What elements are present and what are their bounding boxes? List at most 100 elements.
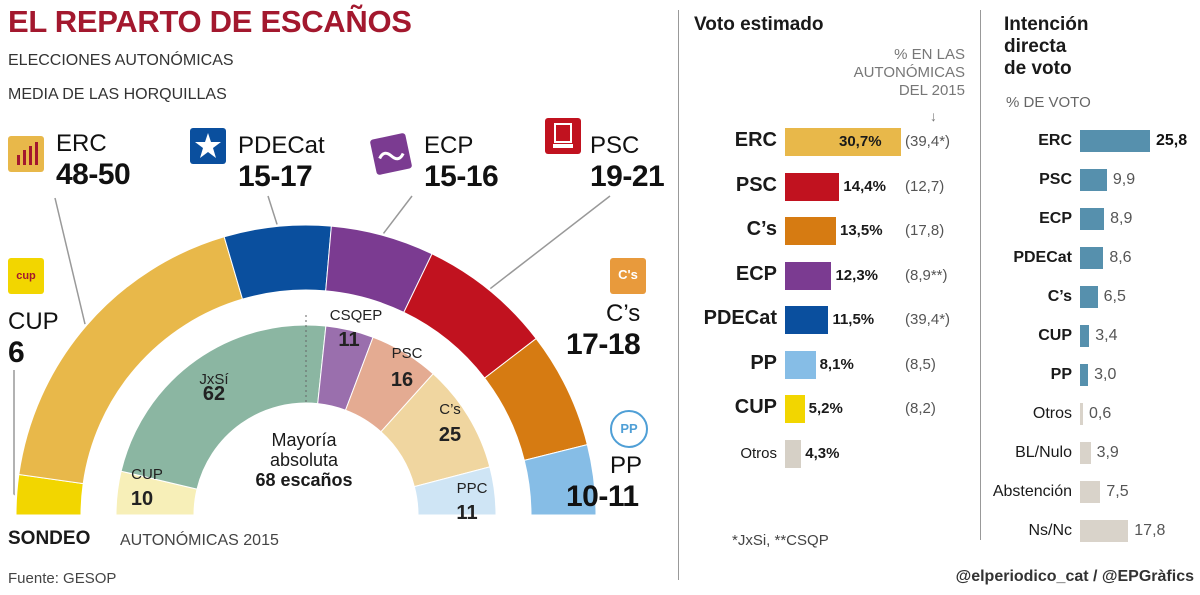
autonomicas-2015-label: AUTONÓMICAS 2015 <box>120 532 279 549</box>
sondeo-label: SONDEO <box>8 528 91 549</box>
pp-label: PP <box>610 452 643 479</box>
voto-label-pdecat: PDECat <box>703 307 777 329</box>
intencion-title-line-1: Intención <box>1004 14 1089 35</box>
ecp-logo-icon <box>369 132 413 176</box>
pdecat-logo-icon <box>190 128 226 164</box>
credit-label: @elperiodico_cat / @EPGràfics <box>955 568 1194 585</box>
majority-line-3: 68 escaños <box>255 470 353 490</box>
erc-logo-icon <box>8 136 44 172</box>
erc-seats: 48-50 <box>56 158 131 191</box>
inner-value-csqep: 11 <box>338 329 359 351</box>
intencion-value-5: 3,4 <box>1095 327 1118 344</box>
note-arrow-icon: ↓ <box>930 108 937 124</box>
inner-value-cup2015: 10 <box>131 488 153 510</box>
pp-seats: 10-11 <box>566 480 639 513</box>
intencion-label-2: ECP <box>1039 210 1072 227</box>
voto-estimado-chart: ERC 30,7% (39,4*) PSC 14,4% (12,7) C’s 13,5% (17… <box>680 0 978 560</box>
voto-prev-pp: (8,5) <box>905 355 936 373</box>
intencion-label-9: Abstención <box>992 483 1072 500</box>
voto-prev-pdecat: (39,4*) <box>905 311 951 328</box>
intencion-label-4: C’s <box>1047 288 1072 305</box>
cup-label: CUP <box>8 308 59 335</box>
note-2015: % EN LAS AUTONÓMICAS DEL 2015 <box>760 46 965 100</box>
intencion-value-6: 3,0 <box>1094 366 1117 383</box>
voto-prev-psc: (12,7) <box>905 177 945 195</box>
voto-prev-erc: (39,4*) <box>905 133 951 150</box>
intencion-label-8: BL/Nulo <box>1015 444 1072 461</box>
intencion-directa-chart: ERC 25,8 PSC 9,9 ECP 8,9 PDECat 8,6 C’s 6,5 CUP 3,4… <box>982 0 1200 560</box>
intencion-label-1: PSC <box>1039 171 1072 188</box>
intencion-bar-9 <box>1080 481 1101 503</box>
intencion-bar-1 <box>1080 169 1107 191</box>
footnote: *JxSi, **CSQP <box>732 532 829 549</box>
intencion-bar-2 <box>1080 208 1105 230</box>
intencion-bar-10 <box>1080 520 1129 542</box>
leader-line-erc <box>54 197 86 325</box>
majority-label: Mayoría absoluta 68 escaños <box>244 430 364 490</box>
intencion-value-0: 25,8 <box>1156 132 1188 149</box>
cs-seats: 17-18 <box>566 328 641 361</box>
voto-prev-cup: (8,2) <box>905 400 936 417</box>
erc-label: ERC <box>56 130 107 157</box>
cs-label: C’s <box>606 300 641 327</box>
intencion-bar-8 <box>1080 442 1091 464</box>
voto-value-cup: 5,2% <box>808 400 843 417</box>
inner-value-psc2015: 16 <box>391 369 413 391</box>
inner-label-jxsi: JxSí <box>199 371 229 388</box>
intencion-label-7: Otros <box>1032 405 1072 422</box>
intencion-bar-4 <box>1080 286 1098 308</box>
voto-value-erc: 30,7% <box>839 133 882 150</box>
intencion-value-8: 3,9 <box>1096 444 1119 461</box>
pdecat-label: PDECat <box>238 132 325 159</box>
voto-bar-otros <box>785 439 802 468</box>
intencion-value-1: 9,9 <box>1112 171 1136 188</box>
intencion-title: Intención directa de voto <box>1004 14 1088 80</box>
intencion-value-10: 17,8 <box>1134 522 1166 539</box>
slice-ppc2015 <box>413 466 497 516</box>
note-line-3: DEL 2015 <box>898 82 965 99</box>
inner-label-psc2015: PSC <box>392 345 423 362</box>
voto-label-ecp: ECP <box>735 262 777 285</box>
ecp-label: ECP <box>424 132 474 159</box>
intencion-bar-3 <box>1080 247 1104 269</box>
cup-logo-icon: cup <box>8 258 44 294</box>
chart-title: EL REPARTO DE ESCAÑOS <box>8 4 412 39</box>
voto-bar-erc <box>785 128 901 156</box>
voto-bar-cup <box>785 395 805 423</box>
voto-value-otros: 4,3% <box>805 444 840 462</box>
inner-value-cs2015: 25 <box>439 424 461 446</box>
pp-logo-icon: PP <box>610 410 648 448</box>
voto-bar-ecp <box>785 261 832 290</box>
voto-bar-cs <box>785 217 836 245</box>
inner-value-ppc2015: 11 <box>456 502 477 524</box>
inner-label-cup2015: CUP <box>131 466 163 483</box>
majority-line-2: absoluta <box>269 450 339 470</box>
intencion-value-9: 7,5 <box>1106 483 1129 500</box>
voto-label-psc: PSC <box>735 173 777 196</box>
intencion-bar-5 <box>1080 325 1090 347</box>
intencion-bar-6 <box>1080 364 1089 386</box>
leader-line-psc <box>489 195 611 290</box>
pdecat-star-icon <box>195 133 221 158</box>
intencion-value-4: 6,5 <box>1103 288 1126 305</box>
inner-value-jxsi: 62 <box>203 383 225 405</box>
ecp-wave-icon <box>378 151 405 161</box>
voto-value-pdecat: 11,5% <box>832 311 875 328</box>
majority-line-1: Mayoría <box>271 430 337 450</box>
intencion-label-5: CUP <box>1038 327 1072 344</box>
psc-logo-icon <box>545 118 581 154</box>
voto-label-cs: C’s <box>746 218 777 240</box>
psc-label: PSC <box>590 132 640 159</box>
voto-label-otros: Otros <box>740 444 777 462</box>
cup-seats: 6 <box>8 336 25 369</box>
voto-label-erc: ERC <box>734 129 777 151</box>
voto-prev-cs: (17,8) <box>905 222 945 239</box>
voto-value-pp: 8,1% <box>819 355 854 373</box>
inner-label-cs2015: C’s <box>439 401 460 418</box>
psc-rose-icon <box>553 123 573 148</box>
intencion-label-10: Ns/Nc <box>1028 522 1072 539</box>
leader-line-ecp <box>382 195 413 234</box>
voto-value-ecp: 12,3% <box>835 266 879 284</box>
intencion-value-2: 8,9 <box>1110 210 1133 227</box>
slice-pp <box>523 443 597 516</box>
